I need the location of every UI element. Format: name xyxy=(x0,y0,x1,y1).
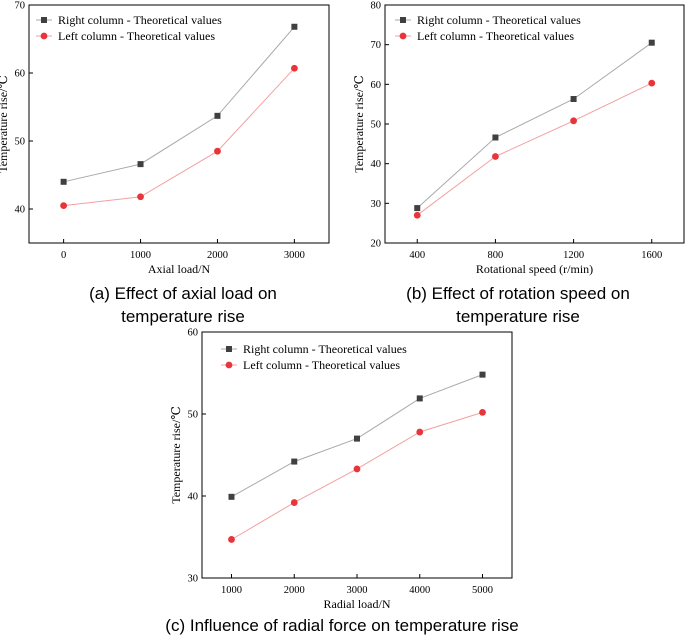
chart-caption: temperature rise xyxy=(121,307,245,326)
chart-caption: (a) Effect of axial load on xyxy=(89,284,277,303)
data-point-right xyxy=(60,178,67,185)
x-axis-label: Rotational speed (r/min) xyxy=(476,262,593,276)
data-point-right xyxy=(214,112,221,119)
legend-label: Right column - Theoretical values xyxy=(417,13,581,27)
y-tick-label: 40 xyxy=(15,205,26,216)
x-tick-label: 0 xyxy=(61,250,66,261)
data-point-left xyxy=(353,465,361,473)
x-tick-label: 1000 xyxy=(130,250,151,261)
legend: Right column - Theoretical values Left co… xyxy=(221,342,407,372)
data-point-right xyxy=(570,96,577,103)
legend-label: Left column - Theoretical values xyxy=(243,358,400,372)
data-point-right xyxy=(492,134,499,141)
y-tick-label: 40 xyxy=(371,159,382,170)
y-tick-label: 30 xyxy=(188,574,199,585)
legend-label: Left column - Theoretical values xyxy=(417,29,574,43)
x-tick-label: 800 xyxy=(488,250,504,261)
y-tick-label: 70 xyxy=(15,1,26,12)
y-tick-label: 50 xyxy=(15,137,26,148)
y-tick-label: 50 xyxy=(188,410,199,421)
x-tick-label: 4000 xyxy=(409,585,430,596)
x-axis-label: Radial load/N xyxy=(324,597,391,611)
data-point-right xyxy=(291,458,298,465)
legend-label: Left column - Theoretical values xyxy=(58,29,215,43)
chart-caption: (c) Influence of radial force on tempera… xyxy=(165,616,518,635)
series-line-right xyxy=(63,26,295,183)
legend-marker-square xyxy=(400,17,406,23)
y-tick-label: 20 xyxy=(371,239,382,250)
y-axis-label: Temperature rise/℃ xyxy=(0,75,10,173)
data-point-right xyxy=(228,493,235,500)
legend-label: Right column - Theoretical values xyxy=(243,342,407,356)
x-tick-label: 3000 xyxy=(347,585,368,596)
data-point-left xyxy=(290,64,298,72)
legend-marker-square xyxy=(226,346,232,352)
data-point-right xyxy=(137,161,144,168)
data-point-left xyxy=(290,499,298,506)
legend: Right column - Theoretical values Left co… xyxy=(395,13,581,43)
plot-frame xyxy=(28,4,330,244)
x-tick-label: 1600 xyxy=(641,250,662,261)
chart-caption: (b) Effect of rotation speed on xyxy=(406,284,630,303)
y-tick-label: 60 xyxy=(371,80,382,91)
x-tick-label: 3000 xyxy=(284,250,305,261)
legend-marker-circle xyxy=(40,32,48,40)
data-point-right xyxy=(416,395,423,402)
x-tick-label: 2000 xyxy=(207,250,228,261)
series-line-left xyxy=(63,67,295,207)
series-line-left xyxy=(416,82,653,216)
x-tick-label: 1000 xyxy=(221,585,242,596)
data-point-right xyxy=(479,371,486,378)
data-point-right xyxy=(414,205,421,212)
data-point-left xyxy=(570,117,577,125)
data-point-left xyxy=(479,408,486,416)
data-point-right xyxy=(291,23,298,30)
x-tick-label: 2000 xyxy=(284,585,305,596)
legend-label: Right column - Theoretical values xyxy=(58,13,222,27)
data-point-left xyxy=(228,536,235,543)
chart-1: 20 30 40 50 60 70 80 400 800 1200 1600 Rotational s… xyxy=(352,1,685,326)
chart-caption: temperature rise xyxy=(456,307,580,326)
y-tick-label: 80 xyxy=(371,1,382,12)
legend-marker-circle xyxy=(399,32,407,40)
legend-marker-circle xyxy=(225,361,233,369)
legend-marker-square xyxy=(41,17,47,23)
chart-2: 30 40 50 60 1000 2000 3000 4000 5000 Radial load/… xyxy=(165,328,518,635)
y-tick-label: 40 xyxy=(188,492,199,503)
data-point-left xyxy=(492,153,499,160)
x-axis-label: Axial load/N xyxy=(148,262,211,276)
data-point-right xyxy=(648,39,655,46)
data-point-left xyxy=(137,193,144,201)
y-tick-label: 70 xyxy=(371,40,382,51)
data-point-left xyxy=(413,211,421,219)
data-point-left xyxy=(214,147,221,155)
data-point-right xyxy=(354,435,360,442)
legend: Right column - Theoretical values Left co… xyxy=(36,13,222,43)
data-point-left xyxy=(648,79,656,87)
x-tick-label: 400 xyxy=(409,250,425,261)
y-axis-label: Temperature rise/℃ xyxy=(169,406,183,504)
y-tick-label: 60 xyxy=(15,69,26,80)
data-point-left xyxy=(60,202,68,210)
chart-0: 40 50 60 70 0 1000 2000 3000 Axial load/N Tempera… xyxy=(0,1,330,326)
y-axis-label: Temperature rise/℃ xyxy=(352,75,366,173)
series-line-right xyxy=(416,42,653,209)
data-point-left xyxy=(416,428,424,436)
y-tick-label: 30 xyxy=(371,199,382,210)
y-tick-label: 50 xyxy=(371,120,382,131)
x-tick-label: 1200 xyxy=(563,250,584,261)
y-tick-label: 60 xyxy=(188,328,199,339)
x-tick-label: 5000 xyxy=(472,585,493,596)
